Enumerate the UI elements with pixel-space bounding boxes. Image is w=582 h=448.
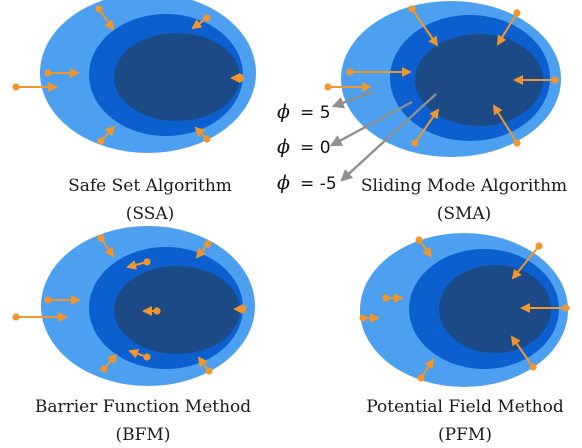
- arrow: [420, 358, 435, 379]
- phi-level-neg5: = -5: [300, 174, 337, 194]
- arrow: [510, 335, 534, 368]
- inner-region: [114, 33, 240, 121]
- phi-level-pointers: [329, 90, 437, 182]
- phi-symbol: ϕ: [277, 172, 290, 194]
- phi-level-5: = 5: [300, 103, 330, 123]
- arrow: [98, 8, 115, 31]
- caption-pfm-line2: (PFM): [438, 425, 492, 445]
- inner-region: [415, 34, 543, 126]
- inner-region: [114, 266, 240, 354]
- caption-pfm-line1: Potential Field Method: [366, 397, 564, 417]
- phi-label-0: ϕ = 0: [277, 136, 331, 158]
- phi-level-0: = 0: [300, 138, 330, 158]
- caption-bfm-line1: Barrier Function Method: [35, 397, 251, 417]
- phi-symbol: ϕ: [277, 136, 290, 158]
- control-arrows: [12, 5, 245, 145]
- arrow: [414, 108, 440, 144]
- phi-symbol: ϕ: [277, 101, 290, 123]
- arrow: [411, 8, 439, 47]
- caption-sma-line1: Sliding Mode Algorithm: [361, 176, 567, 196]
- caption-ssa-line2: (SSA): [126, 204, 175, 224]
- control-arrows: [12, 234, 247, 375]
- pointer-phi-0: [329, 100, 413, 147]
- caption-ssa-line1: Safe Set Algorithm: [68, 176, 232, 196]
- control-arrows: [359, 236, 570, 382]
- arrow: [492, 104, 518, 144]
- panel-sma: ϕ = 5 ϕ = 0 ϕ = -5 Sliding Mode Algorith…: [277, 1, 567, 224]
- pointer-phi-5: [331, 90, 374, 109]
- phi-label-5: ϕ = 5: [277, 101, 331, 123]
- pointer-phi-neg5: [340, 93, 437, 182]
- arrow: [496, 12, 518, 46]
- caption-sma-line2: (SMA): [437, 204, 492, 224]
- arrow: [100, 237, 115, 258]
- arrow: [511, 245, 540, 280]
- phi-label-neg5: ϕ = -5: [277, 172, 337, 194]
- inner-region: [439, 265, 551, 353]
- panel-bfm: Barrier Function Method (BFM): [12, 226, 255, 445]
- panel-pfm: Potential Field Method (PFM): [359, 233, 570, 445]
- control-arrows: [324, 5, 559, 147]
- caption-bfm-line2: (BFM): [116, 425, 171, 445]
- panel-ssa: Safe Set Algorithm (SSA): [12, 0, 256, 224]
